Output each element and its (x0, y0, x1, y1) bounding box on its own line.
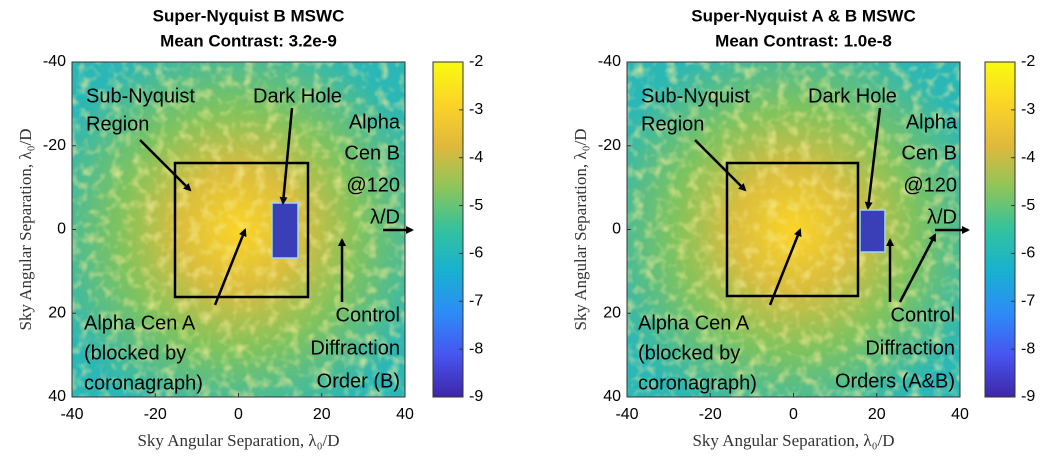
colorbar-tick-label: -5 (1021, 197, 1035, 214)
chart-subtitle: Mean Contrast: 1.0e-8 (715, 31, 892, 50)
y-tick-label: 40 (603, 388, 621, 405)
arrow (139, 139, 192, 192)
arrow (694, 139, 747, 192)
colorbar-tick-label: -7 (469, 293, 483, 310)
colorbar-tick-label: -3 (469, 101, 483, 118)
arrow (768, 228, 802, 306)
colorbar-tick-label: -9 (1021, 388, 1035, 405)
chart-title: Super-Nyquist A & B MSWC (691, 6, 915, 25)
annotation: λ/D (927, 206, 957, 228)
annotation: λ/D (370, 206, 400, 228)
colorbar-tick-label: -4 (1021, 149, 1035, 166)
speckle (627, 62, 960, 397)
x-axis-label: Sky Angular Separation, λ₀/D (692, 431, 894, 450)
y-tick-label: 20 (48, 304, 66, 321)
speckle (72, 62, 405, 397)
annotation: Cen B (344, 142, 400, 164)
arrow (864, 107, 882, 210)
annotation: Orders (A&B) (835, 370, 955, 392)
colorbar-tick-label: -7 (1021, 293, 1035, 310)
annotation: Alpha Cen A (638, 312, 750, 334)
annotation: Sub-Nyquist (641, 85, 750, 107)
x-tick-label: 40 (951, 406, 969, 423)
x-axis-label: Sky Angular Separation, λ₀/D (137, 431, 339, 450)
colorbar (984, 61, 1016, 398)
sub-nyquist-box (725, 161, 860, 298)
y-tick-label: -40 (43, 53, 66, 70)
annotation: Dark Hole (808, 85, 897, 107)
annotation: Alpha (906, 111, 958, 133)
annotation: Diffraction (310, 337, 400, 359)
x-tick-label: 40 (396, 406, 414, 423)
annotation: Region (641, 113, 704, 135)
x-tick-label: 20 (313, 406, 331, 423)
colorbar-tick-label: -3 (1021, 101, 1035, 118)
arrow (213, 228, 247, 306)
y-tick-label: 0 (612, 221, 621, 238)
colorbar-tick-label: -6 (1021, 245, 1035, 262)
arrow (279, 107, 294, 205)
annotation: coronagraph) (84, 372, 203, 394)
chart-subtitle: Mean Contrast: 3.2e-9 (160, 31, 337, 50)
colorbar (432, 61, 464, 398)
annotation: Alpha Cen A (84, 312, 196, 334)
x-tick-label: 0 (234, 406, 243, 423)
annotation: Order (B) (317, 370, 400, 392)
annotation: coronagraph) (638, 372, 757, 394)
y-tick-label: -20 (43, 137, 66, 154)
colorbar-tick-label: -4 (469, 149, 483, 166)
x-tick-label: -20 (699, 406, 722, 423)
panel: Super-Nyquist B MSWC Mean Contrast: 3.2e-… (16, 6, 483, 449)
colorbar-tick-label: -5 (469, 197, 483, 214)
x-tick-label: -40 (615, 406, 638, 423)
annotation: (blocked by (84, 342, 186, 364)
y-tick-label: 40 (48, 388, 66, 405)
annotation: Region (86, 113, 149, 135)
dark-hole (859, 209, 886, 253)
chart-title: Super-Nyquist B MSWC (153, 6, 345, 25)
y-tick-label: -20 (598, 137, 621, 154)
y-tick-label: 0 (57, 221, 66, 238)
annotation: Control (891, 304, 955, 326)
arrow (898, 233, 937, 303)
x-tick-label: -20 (144, 406, 167, 423)
annotation: @120 (903, 174, 957, 196)
annotation: Alpha (349, 111, 401, 133)
y-axis-label: Sky Angular Separation, λ₀/D (16, 128, 35, 330)
x-tick-label: 20 (868, 406, 886, 423)
annotation: Sub-Nyquist (86, 85, 195, 107)
colorbar-tick-label: -9 (469, 388, 483, 405)
colorbar-tick-label: -2 (1021, 53, 1035, 70)
colorbar-tick-label: -8 (469, 340, 483, 357)
annotation: Control (336, 304, 400, 326)
colorbar-tick-label: -8 (1021, 340, 1035, 357)
colorbar-tick-label: -6 (469, 245, 483, 262)
y-tick-label: 20 (603, 304, 621, 321)
annotation: Diffraction (865, 337, 955, 359)
y-tick-label: -40 (598, 53, 621, 70)
sub-nyquist-box (173, 161, 310, 299)
x-tick-label: -40 (60, 406, 83, 423)
annotation: (blocked by (638, 342, 740, 364)
dark-hole (271, 202, 299, 259)
y-axis-label: Sky Angular Separation, λ₀/D (571, 128, 590, 330)
annotation: Dark Hole (253, 85, 342, 107)
colorbar-tick-label: -2 (469, 53, 483, 70)
panel: Super-Nyquist A & B MSWC Mean Contrast: 1… (571, 6, 1035, 449)
x-tick-label: 0 (789, 406, 798, 423)
annotation: @120 (346, 174, 400, 196)
annotation: Cen B (901, 142, 957, 164)
